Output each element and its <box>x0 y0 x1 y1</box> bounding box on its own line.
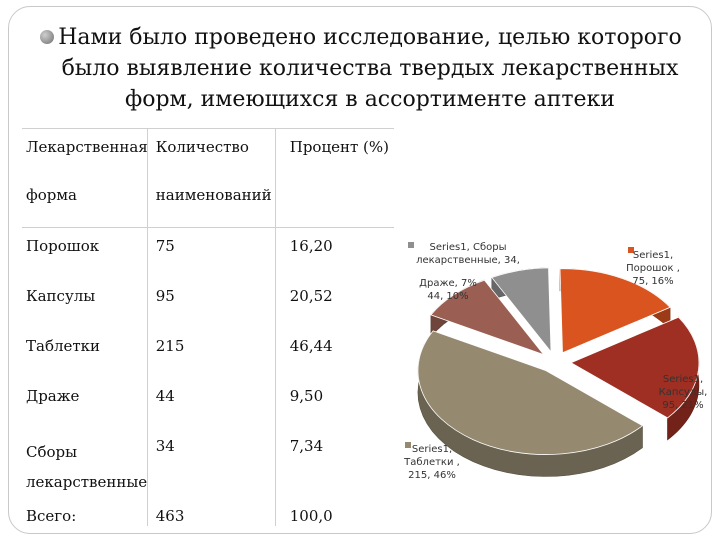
cell-form: Порошок <box>26 237 100 255</box>
total-percent: 100,0 <box>289 507 333 525</box>
cell-percent: 46,44 <box>289 337 333 355</box>
legend-marker <box>408 242 414 248</box>
header-percent: Процент (%) <box>289 138 390 156</box>
cell-percent: 7,34 <box>289 437 324 455</box>
pie-data-label: Series1, Порошок , 75, 16% <box>626 250 680 287</box>
title-line-1: Нами было проведено исследование, целью … <box>58 25 682 50</box>
table-row: Таблетки 215 46,44 <box>22 327 394 377</box>
title-line-2: было выявление количества твердых лекарс… <box>61 56 679 81</box>
header-form: Лекарственная <box>26 138 148 156</box>
legend-marker <box>628 247 634 253</box>
table-header-row-2: форма наименований <box>22 176 394 227</box>
cell-form: Капсулы <box>26 287 96 305</box>
pie-slice <box>430 279 545 356</box>
pie-slice <box>570 316 700 419</box>
cell-form: Таблетки <box>26 337 101 355</box>
cell-form: Сборы лекарственные <box>26 443 148 491</box>
table-header-row: Лекарственная Количество Процент (%) <box>22 128 394 176</box>
pie-data-labels: Series1, Порошок , 75, 16% Series1, Капсулы,… <box>403 242 707 481</box>
header-count-2: наименований <box>155 186 272 204</box>
pie-slice <box>559 268 671 354</box>
pie-data-label: Драже, 7% 44, 10% <box>419 278 477 302</box>
table-row: Сборы лекарственные 34 7,34 <box>22 427 394 497</box>
cell-form: Драже <box>26 387 80 405</box>
table-row: Капсулы 95 20,52 <box>22 277 394 327</box>
cell-count: 215 <box>155 337 185 355</box>
bullet-icon <box>40 30 54 44</box>
pie-slice <box>491 267 552 354</box>
col-divider-2 <box>275 128 276 526</box>
table-row: Драже 44 9,50 <box>22 377 394 427</box>
title-line-3: форм, имеющихся в ассортименте аптеки <box>125 87 615 112</box>
col-divider-1 <box>147 128 148 526</box>
total-count: 463 <box>155 507 185 525</box>
cell-count: 34 <box>155 437 175 455</box>
table-total-row: Всего: 463 100,0 <box>22 497 394 537</box>
slide-frame <box>8 6 712 534</box>
total-label: Всего: <box>26 507 77 525</box>
pie-slices <box>417 267 700 455</box>
table-top-line <box>22 128 394 129</box>
slide-title: Нами было проведено исследование, целью … <box>40 22 700 115</box>
cell-count: 44 <box>155 387 175 405</box>
table-row: Порошок 75 16,20 <box>22 227 394 277</box>
pie-slice <box>417 330 644 455</box>
header-count: Количество <box>155 138 249 156</box>
cell-percent: 9,50 <box>289 387 324 405</box>
header-divider <box>22 227 394 228</box>
legend-marker <box>405 442 411 448</box>
pie-data-label: Series1, Капсулы, 95, 21% <box>659 374 708 411</box>
pie-data-label: Series1, Таблетки , 215, 46% <box>403 444 460 481</box>
cell-percent: 16,20 <box>289 237 333 255</box>
cell-count: 75 <box>155 237 175 255</box>
pie-data-label: Series1, Сборы лекарственные, 34, <box>416 242 520 266</box>
header-form-2: форма <box>26 186 77 204</box>
cell-percent: 20,52 <box>289 287 333 305</box>
cell-count: 95 <box>155 287 175 305</box>
data-table: Лекарственная Количество Процент (%) фор… <box>22 128 394 537</box>
pie-chart: Series1, Порошок , 75, 16% Series1, Капсулы,… <box>403 242 707 481</box>
